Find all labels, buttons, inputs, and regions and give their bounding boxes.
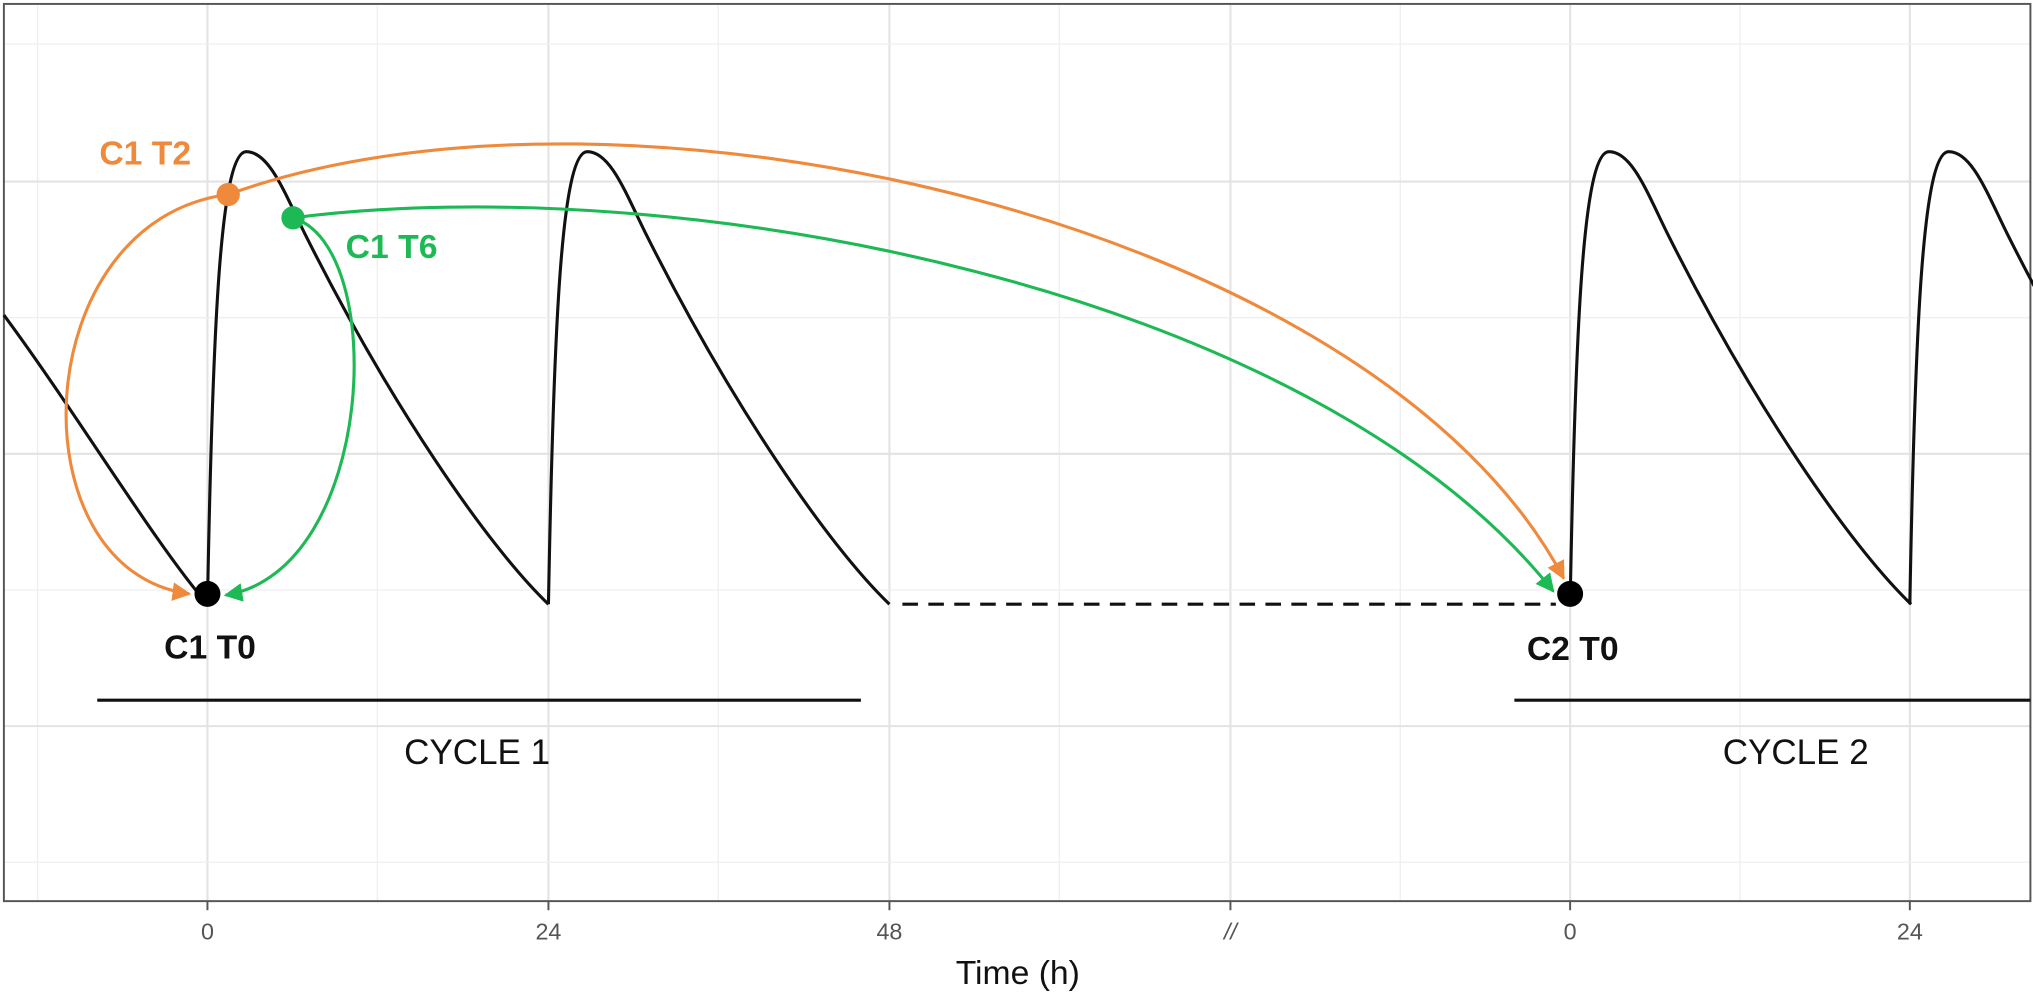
label-c1-t0: C1 T0 <box>164 629 256 667</box>
x-tick-label: 48 <box>876 919 902 945</box>
arrow-t2-c2 <box>227 142 1566 580</box>
curve <box>2 314 209 606</box>
curve <box>546 150 891 606</box>
arrow-t6-c2 <box>292 205 1555 593</box>
point-c1-t2 <box>216 182 240 207</box>
x-tick-label: 0 <box>1564 919 1577 945</box>
x-tick-label: 0 <box>201 919 214 945</box>
point-c2-t0 <box>1557 580 1584 607</box>
curve <box>1568 150 1913 606</box>
label-c2-t0: C2 T0 <box>1527 630 1619 668</box>
x-tick-label: 24 <box>535 919 561 945</box>
cycle-label: CYCLE 2 <box>1723 733 1869 772</box>
curve <box>1908 150 2033 605</box>
x-tick-label: // <box>1222 919 1239 945</box>
label-c1-t6: C1 T6 <box>346 228 438 266</box>
x-axis-title: Time (h) <box>956 954 1080 992</box>
arrow-t2-t0 <box>64 192 229 601</box>
panel-border <box>2 2 2032 903</box>
point-c1-t0 <box>194 580 221 607</box>
point-c1-t6 <box>281 206 305 230</box>
grid <box>3 3 2031 902</box>
label-c1-t2: C1 T2 <box>99 135 191 173</box>
x-tick-label: 24 <box>1897 919 1923 945</box>
arrow-t6-t0 <box>223 216 356 602</box>
cycle-label: CYCLE 1 <box>404 733 550 772</box>
